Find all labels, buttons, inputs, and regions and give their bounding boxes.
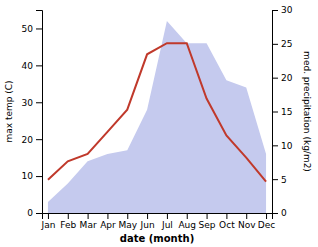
tick-label: 25 (281, 39, 292, 49)
tick: 0 (272, 208, 287, 218)
tick-mark (272, 145, 278, 146)
tick-mark (147, 213, 148, 219)
tick-label: 20 (281, 73, 293, 83)
tick-mark (187, 213, 188, 219)
area (48, 21, 266, 213)
tick-mark (207, 213, 208, 219)
tick-mark (36, 176, 42, 177)
tick-label: 30 (22, 98, 34, 108)
chart: Jan Feb MarAprMayJun Jul AugSepOctNovDec 0 10 2… (0, 0, 318, 247)
tick: 20 (272, 73, 293, 83)
tick-mark (272, 179, 278, 180)
tick-label: 30 (281, 5, 293, 15)
tick-label: Apr (100, 220, 116, 230)
tick: Mar (80, 213, 97, 230)
tick: Dec (258, 213, 275, 230)
tick-mark (167, 213, 168, 219)
tick: Oct (219, 213, 235, 230)
tick: Jul (161, 213, 173, 230)
tick-label: 5 (281, 175, 287, 185)
tick-mark (266, 213, 267, 219)
tick-mark (68, 213, 69, 219)
tick-mark (36, 65, 42, 66)
tick-label: Sep (199, 220, 216, 230)
tick: May (118, 213, 137, 230)
tick-label: Nov (238, 220, 256, 230)
tick: Jun (140, 213, 155, 230)
tick-mark (88, 213, 89, 219)
tick: 20 (22, 135, 42, 145)
y2-axis-title: med. precipitation (kg/m2) (302, 51, 312, 172)
tick: Jan (41, 213, 56, 230)
tick-label: Oct (219, 220, 235, 230)
tick-label: 15 (281, 107, 292, 117)
line (48, 43, 266, 181)
y-axis: 0 10 20 30 40 50 (22, 11, 43, 219)
tick-mark (127, 213, 128, 219)
tick: 15 (272, 107, 292, 117)
marks (48, 21, 266, 213)
x-axis: Jan Feb MarAprMayJun Jul AugSepOctNovDec (41, 213, 276, 230)
tick-label: 20 (22, 135, 34, 145)
axis-line (273, 11, 279, 214)
tick-label: 10 (22, 171, 34, 181)
tick-mark (107, 213, 108, 219)
tick: Nov (238, 213, 256, 230)
tick-mark (36, 102, 42, 103)
tick-label: Jul (161, 220, 173, 230)
tick: 50 (22, 24, 42, 34)
tick: 10 (22, 171, 42, 181)
tick: 10 (272, 141, 293, 151)
tick-mark (272, 213, 278, 214)
tick-mark (272, 10, 278, 11)
tick: 40 (22, 61, 42, 71)
tick-label: 50 (22, 24, 34, 34)
tick: 30 (22, 98, 42, 108)
plot: Jan Feb MarAprMayJun Jul AugSepOctNovDec 0 10 2… (4, 5, 312, 244)
tick-label: 10 (281, 141, 293, 151)
tick: 25 (272, 39, 292, 49)
tick: Aug (178, 213, 196, 230)
tick-mark (48, 213, 49, 219)
x-axis-title: date (month) (120, 233, 194, 244)
tick-mark (36, 139, 42, 140)
tick-label: Mar (80, 220, 97, 230)
chart-container: Jan Feb MarAprMayJun Jul AugSepOctNovDec 0 10 2… (0, 0, 318, 247)
tick: Feb (60, 213, 76, 230)
tick: 30 (272, 5, 293, 15)
tick-mark (246, 213, 247, 219)
tick-label: Aug (178, 220, 196, 230)
y-axis-title: max temp (C) (4, 80, 14, 142)
tick-mark (272, 112, 278, 113)
axis-line (36, 11, 43, 214)
tick: 0 (27, 208, 42, 218)
tick-mark (272, 78, 278, 79)
tick-label: Dec (258, 220, 275, 230)
tick-label: Jan (41, 220, 56, 230)
tick: 5 (272, 175, 287, 185)
tick-mark (226, 213, 227, 219)
tick-label: 40 (22, 61, 34, 71)
tick-label: May (118, 220, 137, 230)
tick-mark (36, 213, 42, 214)
tick-mark (272, 44, 278, 45)
tick-mark (36, 28, 42, 29)
y2-axis: 0 5 10 15 20 25 30 (272, 5, 293, 218)
tick-label: 0 (281, 208, 287, 218)
tick-label: 0 (27, 208, 33, 218)
axis-line (43, 214, 273, 220)
tick: Apr (100, 213, 116, 230)
tick-label: Jun (140, 220, 155, 230)
tick: Sep (199, 213, 216, 230)
tick-label: Feb (60, 220, 76, 230)
